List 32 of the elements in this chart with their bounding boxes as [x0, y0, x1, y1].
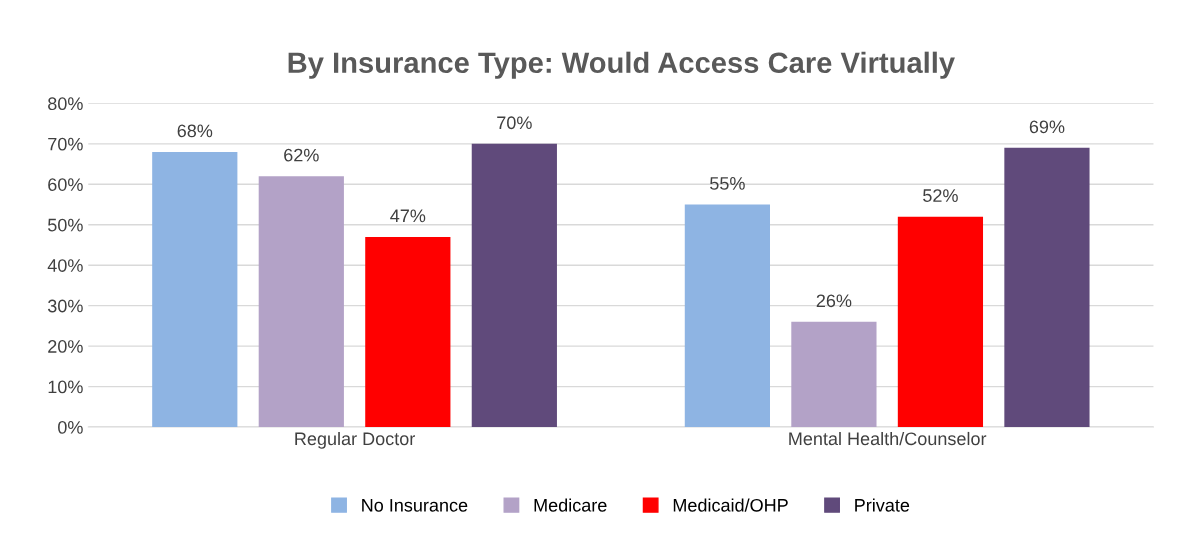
x-tick-label: Regular Doctor: [295, 431, 415, 449]
x-tick-label: Mental Health/Counselor: [789, 431, 987, 446]
legend-label: Private: [855, 498, 910, 512]
data-label: 47%: [390, 209, 426, 223]
y-tick-label: 20%: [48, 340, 83, 353]
legend-label: Medicare: [534, 498, 607, 512]
bar: [365, 236, 451, 428]
legend-label: Medicaid/OHP: [673, 498, 788, 512]
data-label: 26%: [816, 294, 852, 308]
y-tick-label: 30%: [47, 299, 83, 313]
data-label: 52%: [923, 189, 958, 202]
y-tick-label: 10%: [48, 380, 83, 394]
data-label: 69%: [1029, 120, 1065, 134]
bar: [152, 151, 238, 428]
data-label: 70%: [497, 116, 532, 130]
bar: [1004, 147, 1090, 428]
data-label: 62%: [284, 148, 319, 162]
data-label: 55%: [710, 177, 745, 190]
y-tick-label: 80%: [48, 97, 83, 111]
y-tick-label: 70%: [48, 137, 83, 151]
data-label: 68%: [177, 124, 213, 138]
bar: [791, 321, 877, 428]
bar: [471, 143, 557, 428]
y-tick-label: 50%: [48, 218, 83, 232]
bar: [258, 176, 344, 428]
legend-label: No Insurance: [362, 499, 468, 512]
bar: [897, 216, 984, 428]
y-tick-label: 60%: [48, 178, 83, 191]
bar: [684, 204, 770, 428]
y-tick-label: 0%: [58, 420, 83, 434]
y-tick-label: 40%: [47, 259, 83, 272]
chart-title: By Insurance Type: Would Access Care Virtually: [288, 51, 955, 79]
